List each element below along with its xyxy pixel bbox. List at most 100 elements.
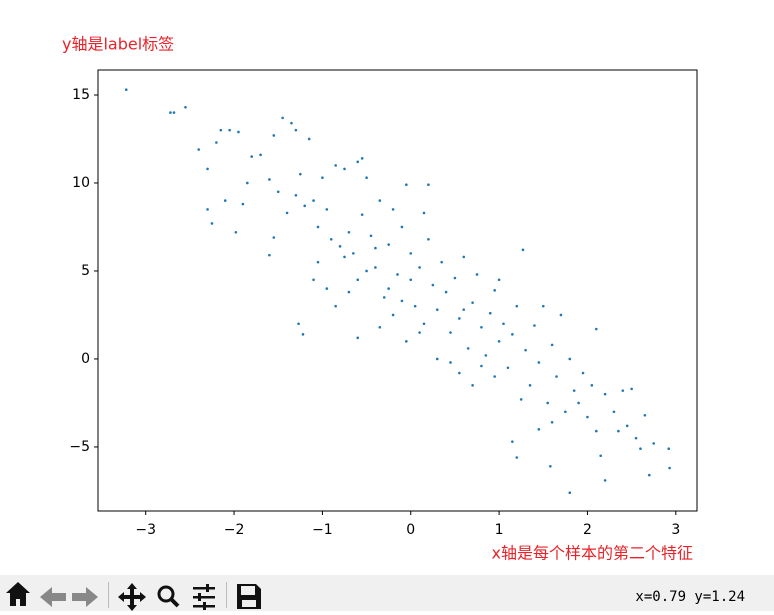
pan-button[interactable] — [118, 583, 146, 611]
point — [369, 234, 373, 238]
x-axis-label: x轴是每个样本的第二个特征 — [492, 544, 693, 563]
point — [475, 273, 479, 276]
point — [321, 176, 324, 179]
configure-button[interactable] — [193, 584, 215, 610]
point — [391, 313, 395, 317]
point — [268, 253, 271, 257]
point — [223, 199, 227, 202]
y-tick-label: −5 — [69, 439, 90, 455]
point — [197, 148, 201, 151]
point — [462, 308, 466, 311]
point — [422, 322, 426, 326]
point — [431, 283, 435, 287]
point — [405, 183, 408, 187]
point — [497, 340, 501, 343]
point — [378, 199, 382, 202]
point — [427, 237, 430, 241]
point — [603, 479, 607, 482]
point — [559, 313, 563, 317]
point — [360, 213, 364, 216]
save-button[interactable] — [237, 584, 261, 609]
point — [528, 384, 532, 387]
point — [541, 304, 545, 308]
point — [206, 167, 209, 171]
back-button[interactable] — [40, 587, 66, 607]
home-button[interactable] — [6, 582, 30, 606]
point — [272, 134, 276, 137]
point — [555, 375, 558, 378]
separator — [108, 582, 109, 608]
point — [546, 401, 549, 405]
point — [365, 269, 368, 273]
point — [396, 273, 399, 276]
point — [338, 245, 342, 248]
point — [458, 371, 461, 375]
point — [409, 252, 413, 255]
point — [462, 255, 466, 259]
point — [581, 371, 585, 375]
x-tick-label: −3 — [135, 522, 156, 538]
point — [568, 357, 572, 361]
point — [572, 389, 576, 392]
point — [312, 278, 315, 282]
point — [488, 311, 492, 315]
y-tick-label: 10 — [72, 175, 90, 191]
point — [285, 211, 289, 215]
point — [630, 387, 633, 391]
point — [169, 111, 172, 114]
point — [272, 236, 276, 239]
point — [594, 327, 598, 331]
point — [329, 237, 333, 241]
point — [356, 278, 360, 282]
point — [316, 225, 320, 229]
point — [621, 389, 625, 392]
point — [422, 211, 426, 215]
point — [511, 440, 514, 443]
point — [577, 401, 580, 405]
point — [625, 424, 629, 428]
point — [374, 266, 377, 269]
point — [493, 375, 496, 378]
point — [299, 172, 302, 176]
point — [382, 296, 386, 299]
zoom-button[interactable] — [157, 585, 175, 603]
x-tick-label: 0 — [406, 522, 415, 538]
point — [334, 164, 337, 167]
axes-frame — [97, 69, 698, 512]
point — [449, 361, 452, 364]
point — [290, 121, 293, 125]
point — [458, 317, 461, 320]
toolbar-icons — [6, 582, 261, 611]
point — [502, 322, 505, 326]
point — [435, 357, 439, 361]
point — [667, 447, 671, 451]
point — [312, 199, 315, 202]
point — [301, 333, 305, 336]
point — [484, 354, 488, 357]
point — [206, 208, 209, 211]
separator — [226, 582, 227, 608]
point — [246, 181, 249, 185]
point — [453, 276, 457, 280]
point — [521, 248, 525, 252]
point — [668, 466, 671, 470]
point — [550, 421, 554, 424]
point — [647, 473, 651, 477]
point — [480, 325, 483, 329]
point — [387, 243, 390, 246]
x-tick-label: 1 — [495, 522, 504, 538]
point — [294, 128, 298, 132]
point — [374, 246, 377, 250]
point — [440, 260, 443, 264]
point — [215, 141, 218, 144]
point — [356, 336, 360, 340]
point — [549, 465, 552, 468]
y-tick-label: 15 — [72, 87, 90, 103]
point — [617, 429, 620, 433]
forward-button[interactable] — [72, 587, 98, 607]
y-tick-label: 0 — [81, 351, 90, 367]
point — [303, 204, 307, 208]
point — [250, 155, 254, 158]
point — [405, 340, 408, 343]
point — [316, 260, 320, 264]
